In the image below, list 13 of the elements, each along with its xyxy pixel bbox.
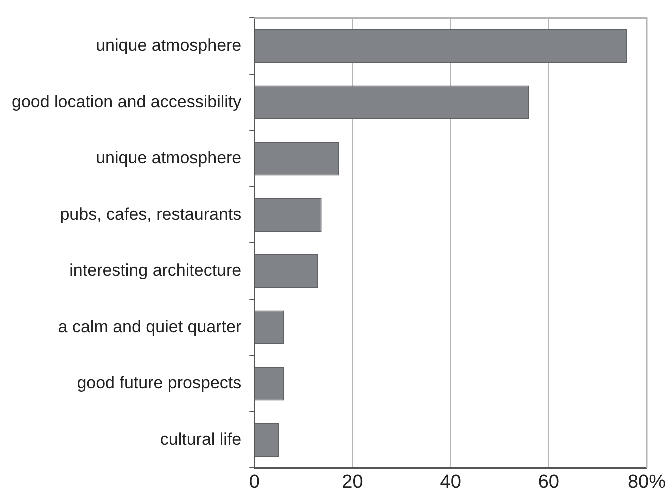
y-tick-label: interesting architecture — [70, 261, 242, 280]
x-tick-label: 80% — [628, 472, 666, 493]
y-tick-label: a calm and quiet quarter — [58, 317, 242, 336]
x-tick-label: 0 — [249, 472, 260, 493]
y-tick-label: good future prospects — [77, 374, 242, 393]
y-tick-label: cultural life — [160, 430, 242, 449]
x-tick-label: 40 — [440, 472, 462, 493]
y-tick-label: pubs, cafes, restaurants — [60, 204, 242, 224]
x-tick-label: 20 — [342, 472, 364, 493]
y-tick-label: unique atmosphere — [96, 36, 242, 56]
x-tick-label: 60 — [538, 472, 560, 493]
y-tick-label: unique atmosphere — [96, 148, 242, 168]
y-tick-label: good location and accessibility — [12, 92, 242, 112]
